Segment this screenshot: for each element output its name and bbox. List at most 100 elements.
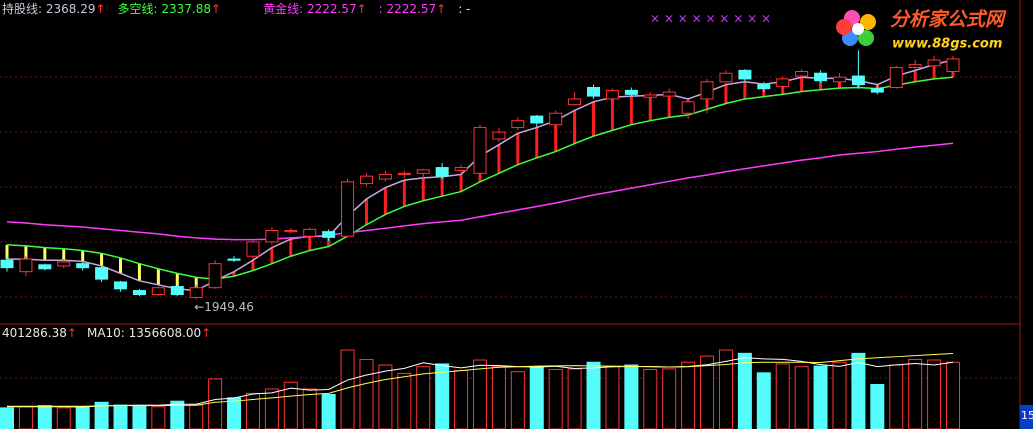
volume-bar (624, 364, 639, 429)
logo-url: www.88gs.com (892, 37, 1002, 52)
logo-title: 分析家公式网 (890, 9, 1007, 31)
candle-body (95, 267, 109, 280)
volume-bar (321, 394, 336, 429)
candle-body (170, 286, 184, 296)
legend-text: 持股线: 2368.29 (2, 1, 95, 16)
legend-item: 黄金线: 2222.57↑ (263, 1, 367, 16)
volume-bar (435, 363, 450, 429)
candle-body (605, 89, 619, 100)
candle-body (322, 231, 336, 238)
volume-bar (170, 400, 185, 429)
volume-bar (113, 404, 128, 429)
volume-bar (832, 361, 847, 429)
volume-label: MA10: 1356608.00↑ (87, 326, 211, 340)
legend-text: : 2222.57 (379, 2, 436, 16)
volume-bar (56, 407, 71, 429)
candle-body (624, 89, 638, 95)
candle-body (511, 120, 525, 129)
volume-label: 401286.38↑ (2, 326, 77, 340)
legend-arrow: ↑ (95, 2, 105, 16)
volume-bar (529, 366, 544, 429)
logo: 分析家公式网 www.88gs.com (836, 9, 1007, 52)
volume-bar (227, 397, 242, 429)
candle-body (151, 287, 165, 296)
candle-body (568, 98, 582, 106)
legend-text: : - (458, 2, 470, 16)
candle-body (208, 263, 222, 289)
volume-bar (718, 349, 733, 429)
candle-body (870, 88, 884, 93)
volume-bar (851, 352, 866, 429)
top-markers: × × × × × × × × × (650, 12, 771, 26)
candle-body (851, 75, 865, 86)
legend-arrow: ↑ (357, 2, 367, 16)
volume-bar (700, 355, 715, 429)
low-label: ←1949.46 (194, 300, 254, 314)
candle-body (397, 172, 411, 175)
logo-center (852, 23, 864, 35)
candle-body (643, 94, 657, 98)
candle-body (719, 72, 733, 83)
legend-arrow: ↑ (211, 2, 221, 16)
indicator-line (6, 142, 954, 241)
volume-bar (302, 388, 317, 429)
candle-body (662, 91, 676, 97)
indicator-line (6, 76, 954, 280)
candle-body (359, 175, 373, 185)
candle-body (908, 64, 922, 68)
candle-body (681, 101, 695, 114)
volume-bar (397, 372, 412, 429)
volume-ma-line (7, 353, 954, 407)
volume-bar (567, 368, 582, 429)
legend-item: : 2222.57↑ (379, 2, 447, 16)
candle-body (549, 112, 563, 126)
volume-bar (378, 364, 393, 429)
volume-ma-line (7, 357, 954, 408)
candle-body (114, 281, 128, 290)
volume-label-text: MA10: 1356608.00 (87, 326, 201, 340)
volume-bar (889, 364, 904, 429)
volume-bar (454, 370, 469, 429)
volume-bar (359, 358, 374, 429)
volume-bar (586, 361, 601, 429)
candle-body (246, 241, 260, 257)
candle-body (454, 167, 468, 171)
volume-bar (813, 365, 828, 429)
volume-bar (548, 368, 563, 429)
volume-bar (151, 406, 166, 429)
volume-bar (756, 372, 771, 429)
candle-body (832, 76, 846, 83)
candle-body (303, 228, 317, 237)
candle-body (473, 127, 487, 174)
axis-box (1020, 405, 1033, 429)
volume-bar (416, 366, 431, 429)
volume-bar (605, 366, 620, 429)
volume-bar (908, 358, 923, 429)
legend-item: 持股线: 2368.29↑ (2, 1, 106, 16)
candle-body (435, 167, 449, 177)
candle-body (284, 229, 298, 233)
volume-bar (775, 363, 790, 429)
logo-petal (860, 14, 876, 30)
candle-body (57, 261, 71, 267)
legend-text: 黄金线: 2222.57 (263, 1, 356, 16)
volume-bar (870, 384, 885, 429)
candle-body (132, 290, 146, 296)
legend-item: 多空线: 2337.88↑ (118, 2, 222, 16)
volume-bar (491, 366, 506, 429)
candle-body (738, 69, 752, 80)
volume-bar (37, 405, 52, 429)
volume-bar (681, 361, 696, 429)
legend-item: : - (458, 2, 470, 16)
volume-bar (737, 352, 752, 429)
candle-body (0, 259, 14, 269)
volume-bar (208, 378, 223, 429)
volume-bar (794, 366, 809, 429)
volume-bar (510, 371, 525, 429)
candle-body (76, 263, 90, 269)
volume-bar (264, 388, 279, 429)
candle-body (700, 81, 714, 100)
legend-text: 多空线: 2337.88 (118, 2, 211, 16)
candle-body (341, 181, 355, 237)
